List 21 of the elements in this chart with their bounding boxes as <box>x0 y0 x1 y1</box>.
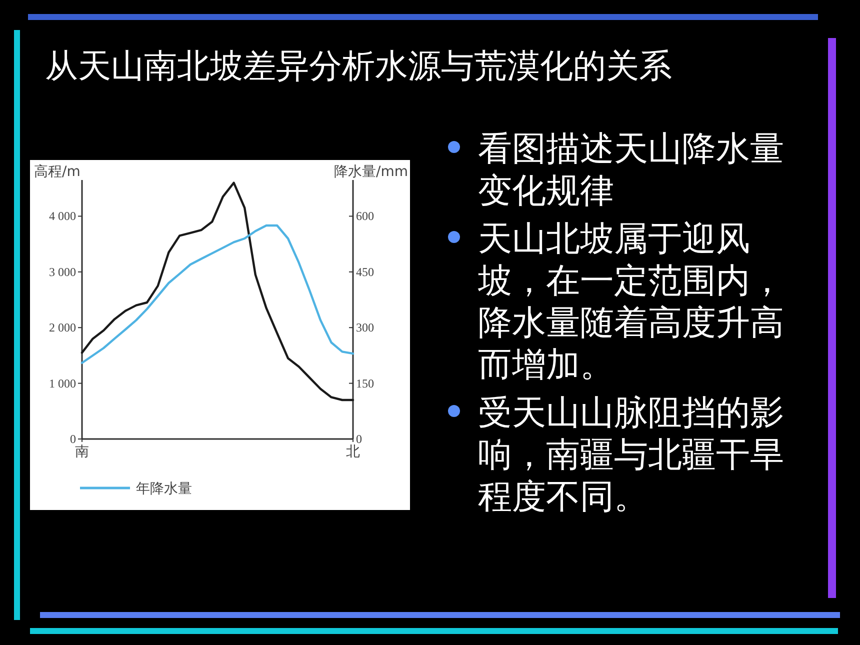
y2-axis-title: 降水量/mm <box>334 164 408 180</box>
y2-tick-label: 600 <box>356 209 374 224</box>
y-tick-label: 0 <box>70 432 76 446</box>
y-tick-label: 2 000 <box>49 320 76 335</box>
line-series <box>80 182 354 402</box>
x-tick-label: 北 <box>346 444 360 460</box>
y-tick-label: 3 000 <box>49 264 76 279</box>
y2-tick-label: 150 <box>356 376 374 390</box>
y-tick-label: 4 000 <box>49 209 76 224</box>
legend-label: 年降水量 <box>136 481 192 497</box>
y2-tick-label: 450 <box>356 264 374 279</box>
line-series <box>80 224 354 364</box>
y2-tick-label: 300 <box>356 320 374 335</box>
y-tick-label: 1 000 <box>49 376 76 390</box>
text: 看图描述天山降水量变化规律 <box>478 128 785 212</box>
y-axis-title: 高程/m <box>34 164 80 180</box>
text: 天山北坡属于迎风坡，在一定范围内，降水量随着高度升高而增加。 <box>478 218 785 386</box>
chart-title: 从天山南北坡差异分析水源与荒漠化的关系 <box>45 45 672 87</box>
text: 受天山山脉阻挡的影响，南疆与北疆干旱程度不同。 <box>478 392 785 518</box>
y2-tick-label: 0 <box>356 432 362 446</box>
x-tick-label: 南 <box>75 444 89 460</box>
